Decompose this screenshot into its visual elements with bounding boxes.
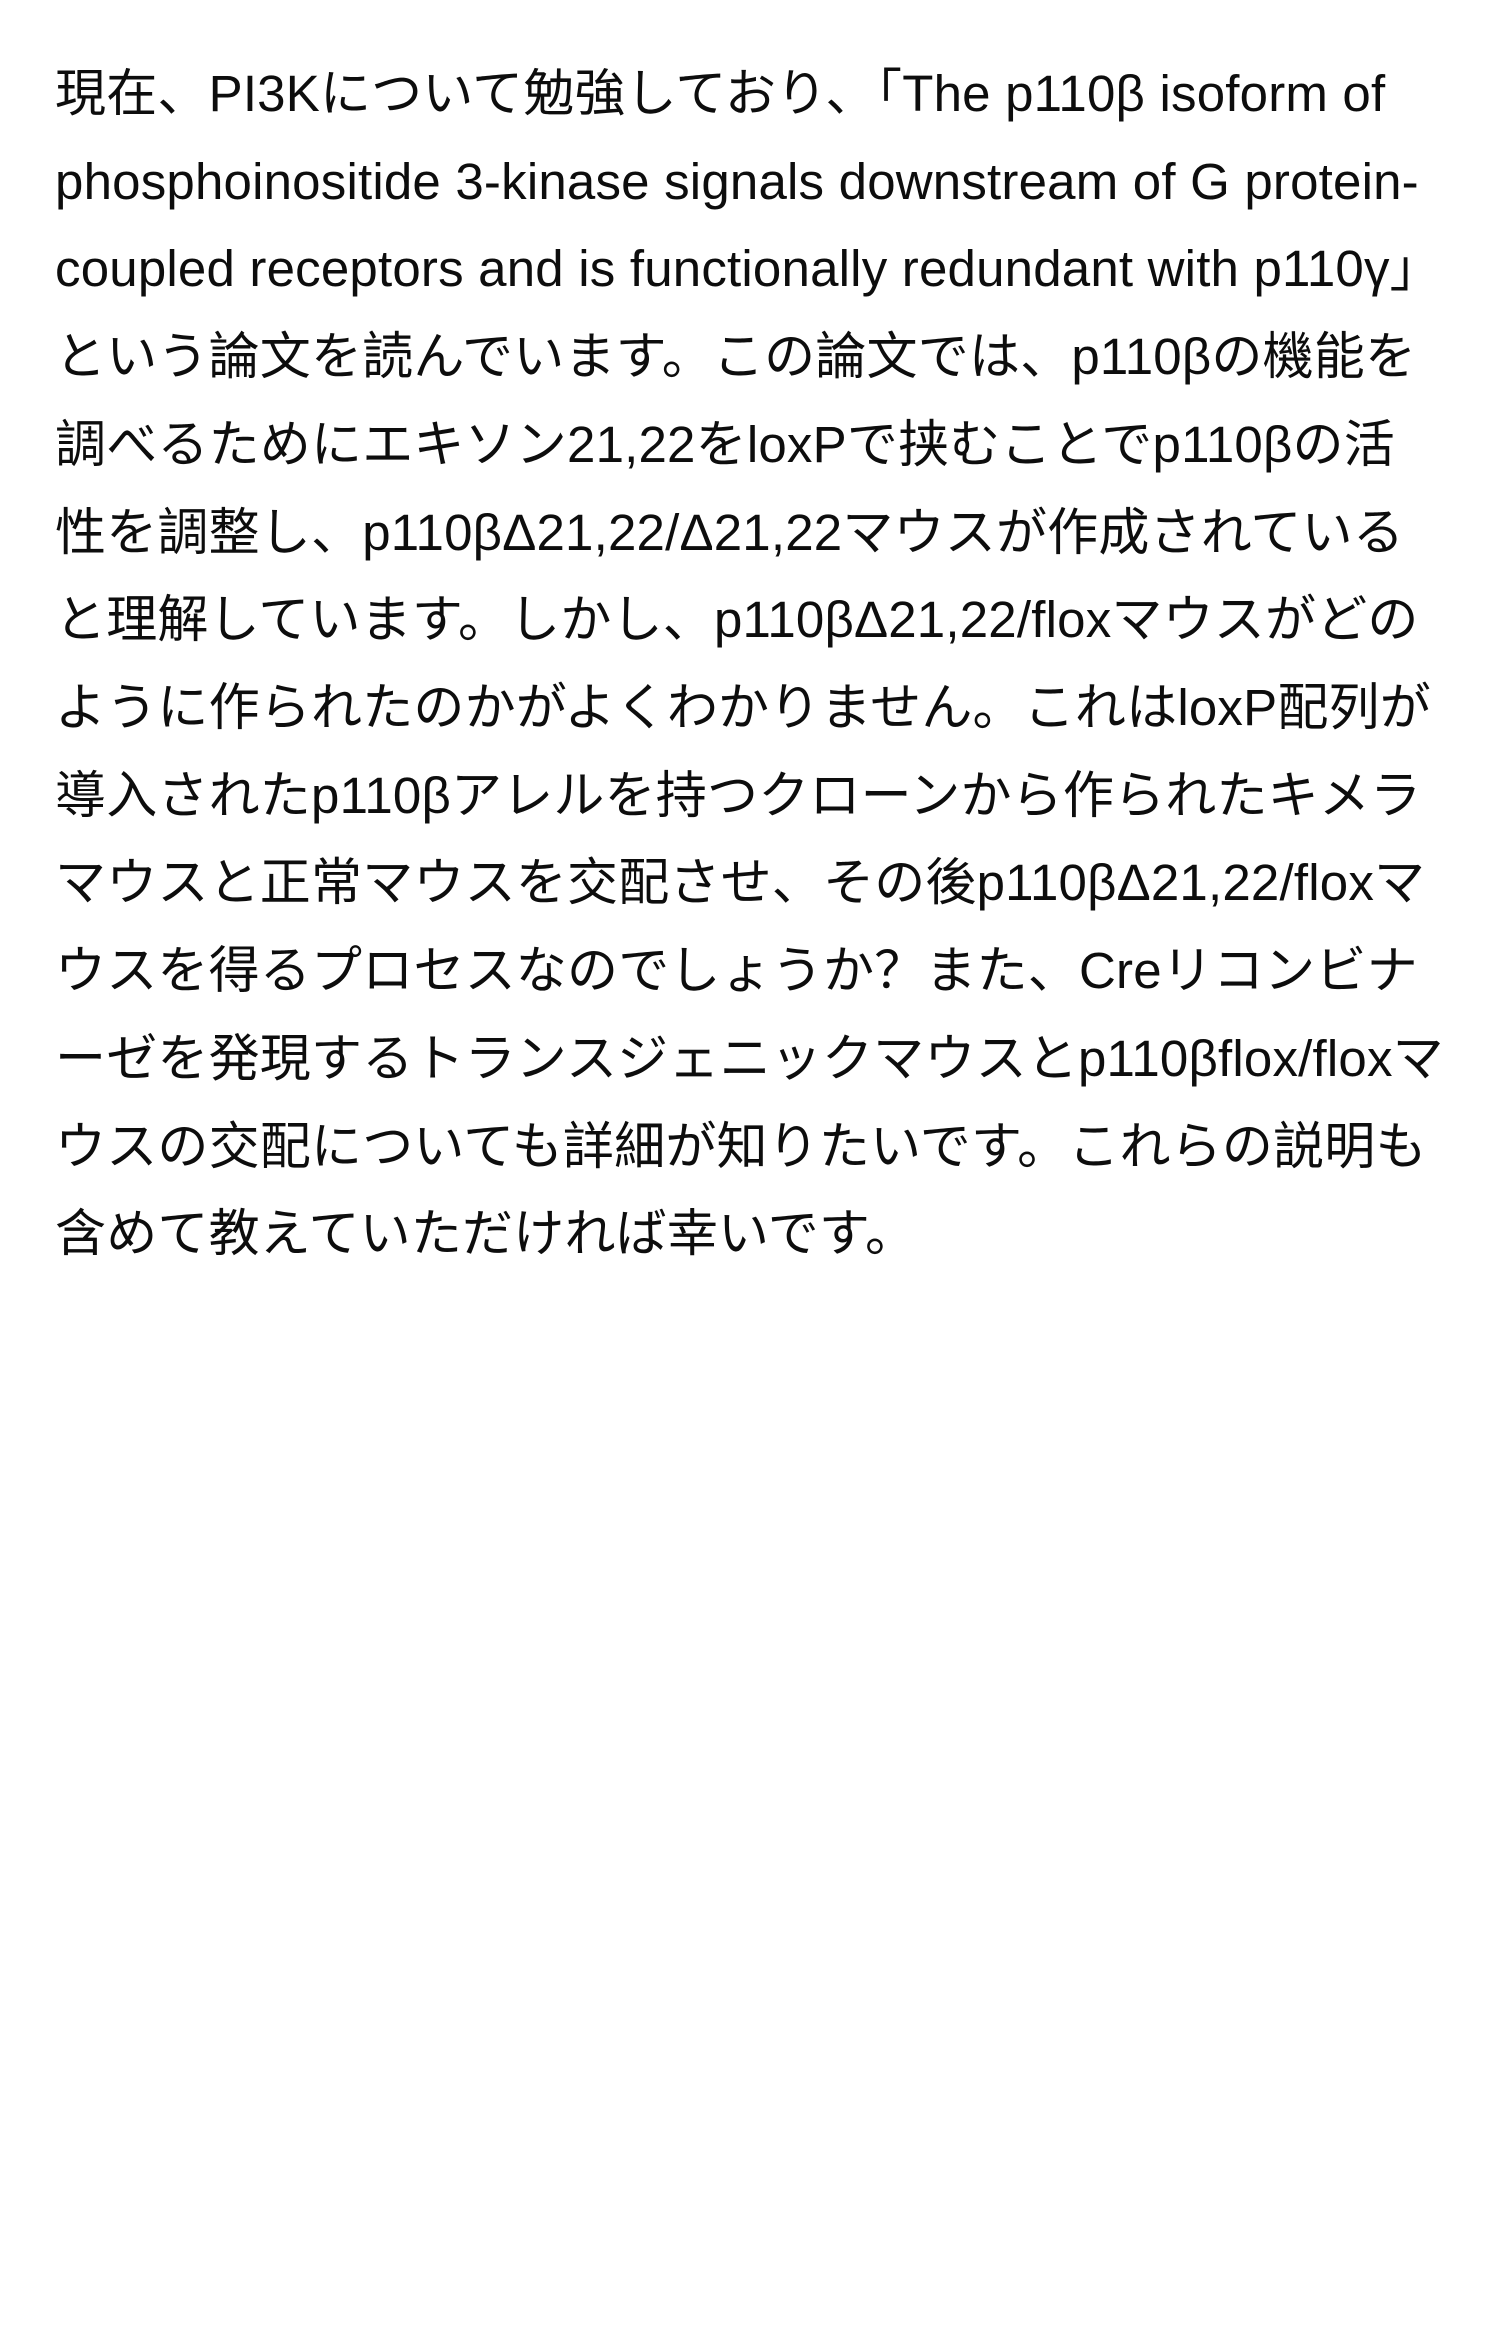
document-body-text: 現在、PI3Kについて勉強しており、「The p110β isoform of … (55, 50, 1445, 1278)
